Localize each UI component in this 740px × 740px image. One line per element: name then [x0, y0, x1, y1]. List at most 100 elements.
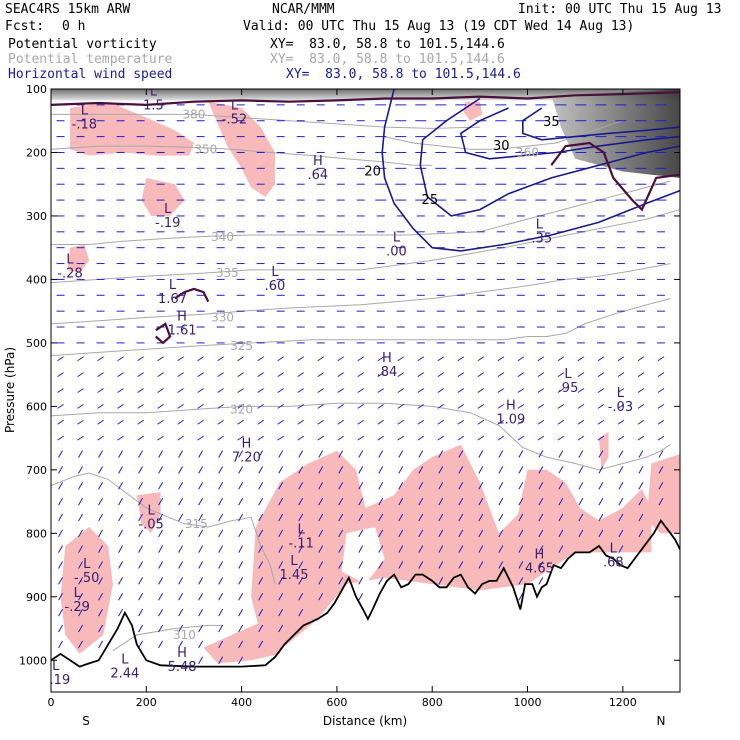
wind-vector-663	[297, 435, 304, 441]
wind-vector-690	[218, 450, 224, 458]
wind-vector-761	[398, 481, 404, 490]
wind-vector-567	[237, 388, 244, 393]
wind-vector-577	[437, 388, 445, 393]
wind-vector-930	[298, 577, 304, 585]
wind-vector-546	[437, 372, 445, 378]
pv-shade-region-2	[141, 177, 185, 216]
wind-vector-636	[377, 419, 385, 425]
wind-vector-621	[77, 419, 84, 425]
wind-vector-748	[138, 481, 144, 490]
wind-vector-514	[417, 356, 425, 362]
wind-vector-552	[557, 372, 565, 378]
wind-vector-933	[358, 577, 364, 585]
wind-vector-658	[197, 435, 204, 441]
wind-vector-733	[458, 466, 464, 474]
wind-vector-686	[138, 450, 144, 458]
wind-vector-537	[257, 372, 264, 378]
wind-vector-916	[518, 561, 524, 569]
wind-vector-635	[357, 419, 365, 425]
wind-vector-723	[258, 466, 264, 474]
wind-vector-865	[638, 529, 644, 538]
wind-vector-961	[198, 608, 204, 617]
wind-vector-875	[238, 545, 244, 553]
pv-H-marker-21: H	[535, 548, 545, 563]
wind-vector-734	[478, 466, 484, 474]
wind-vector-783	[218, 497, 224, 506]
wind-vector-623	[117, 419, 124, 425]
wind-vector-899	[178, 561, 184, 569]
wind-vector-780	[158, 497, 164, 506]
wind-vector-604	[357, 403, 365, 409]
wind-vector-894	[78, 561, 83, 569]
pv-L-value-19: -.50	[74, 571, 99, 586]
wind-vector-932	[338, 577, 344, 585]
wind-vector-634	[337, 419, 344, 425]
pv-H-value-13: 1.09	[496, 413, 525, 428]
theta-contour-335	[51, 209, 680, 284]
wind-vector-704	[498, 450, 504, 458]
wind-vector-785	[258, 497, 264, 506]
wind-vector-671	[457, 435, 465, 441]
wind-vector-897	[138, 561, 144, 569]
wind-vector-841	[158, 529, 164, 538]
wind-vector-571	[317, 388, 324, 393]
wind-vector-842	[178, 529, 184, 538]
pv-L-value-16: -.05	[138, 517, 163, 532]
wind-vector-599	[257, 403, 264, 409]
wind-vector-864	[618, 529, 624, 538]
wind-vector-603	[337, 403, 344, 409]
wind-vector-811	[158, 513, 164, 522]
wind-vector-900	[198, 561, 204, 569]
wind-vector-533	[177, 372, 184, 378]
wind-vector-975	[238, 624, 244, 633]
wind-vector-638	[417, 419, 425, 425]
wind-vector-700	[418, 450, 424, 458]
wind-vector-928	[258, 577, 264, 585]
wind-vector-652	[77, 435, 84, 441]
wind-vector-673	[497, 435, 505, 441]
wind-vector-722	[238, 466, 244, 474]
wind-vector-828	[498, 513, 504, 522]
wind-vector-909	[378, 561, 384, 569]
pv-L-value-17: -.11	[288, 536, 313, 551]
model-title: SEAC4RS 15km ARW	[5, 2, 131, 17]
wind-vector-646	[577, 419, 585, 425]
wind-vector-620	[57, 419, 64, 425]
pv-L-marker-6: L	[393, 230, 401, 245]
wind-vector-905	[298, 561, 304, 569]
wind-vector-852	[378, 529, 384, 538]
wind-vector-846	[258, 529, 264, 538]
wind-vector-648	[617, 419, 625, 425]
wind-vector-809	[118, 513, 124, 522]
wind-vector-927	[238, 577, 244, 585]
wind-vector-616	[597, 403, 605, 409]
wind-vector-752	[218, 481, 224, 490]
wind-vector-743	[658, 466, 664, 474]
wind-vector-644	[537, 419, 545, 425]
wind-vector-950	[298, 593, 304, 601]
wind-vector-754	[258, 481, 264, 490]
wind-vector-951	[318, 593, 324, 601]
pv-L-value-5: -.28	[57, 267, 82, 282]
wind-vector-830	[538, 513, 544, 522]
wind-vector-799	[538, 497, 544, 506]
wind-vector-791	[378, 497, 384, 506]
wind-vector-570	[297, 388, 304, 393]
wind-vector-776	[78, 497, 83, 506]
wind-vector-529	[97, 372, 104, 378]
wind-vector-615	[577, 403, 585, 409]
pv-contour-3	[155, 322, 172, 345]
wind-vector-562	[137, 388, 144, 393]
y-tick-label-300: 300	[26, 210, 47, 223]
wind-vector-730	[398, 466, 404, 474]
wind-vector-654	[117, 435, 124, 441]
wind-vector-668	[397, 435, 405, 441]
wind-vector-784	[238, 497, 244, 506]
x-tick-label-0: 0	[48, 696, 55, 709]
wind-vector-781	[178, 497, 184, 506]
field-pv-xy: XY= 83.0, 58.8 to 101.5,144.6	[270, 37, 505, 52]
wind-vector-802	[598, 497, 604, 506]
wind-vector-653	[97, 435, 104, 441]
field-theta-xy: XY= 83.0, 58.8 to 101.5,144.6	[270, 52, 505, 67]
wind-vector-962	[218, 608, 224, 617]
